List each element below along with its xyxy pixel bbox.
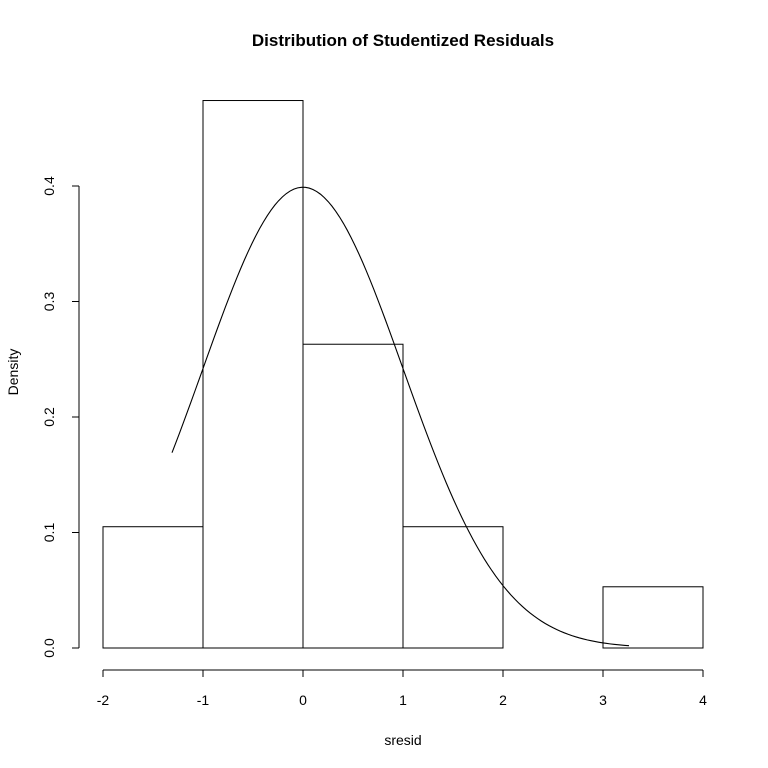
x-tick-label: 1 xyxy=(399,692,407,708)
x-tick-label: 3 xyxy=(599,692,607,708)
histogram-bar-4 xyxy=(402,526,504,649)
density-curve xyxy=(171,186,630,647)
histogram-bar-6 xyxy=(602,586,704,649)
y-tick-label: 0.4 xyxy=(41,176,57,196)
x-tick-label: 0 xyxy=(299,692,307,708)
y-axis: 0.0 0.1 0.2 0.3 0.4 xyxy=(41,176,80,658)
y-axis-label: Density xyxy=(5,349,21,396)
chart-title: Distribution of Studentized Residuals xyxy=(252,31,554,50)
x-axis-label: sresid xyxy=(384,732,421,748)
x-tick-label: 2 xyxy=(499,692,507,708)
x-tick-label: -1 xyxy=(197,692,210,708)
y-tick-label: 0.0 xyxy=(41,638,57,658)
x-axis: -2 -1 0 1 2 3 4 xyxy=(97,669,707,708)
histogram-bar-1 xyxy=(102,526,204,649)
histogram-bar-2 xyxy=(202,100,304,649)
histogram-bar-3 xyxy=(302,343,404,649)
x-tick-label: -2 xyxy=(97,692,110,708)
y-tick-label: 0.3 xyxy=(41,292,57,312)
y-tick-label: 0.2 xyxy=(41,407,57,427)
x-tick-label: 4 xyxy=(699,692,707,708)
y-tick-label: 0.1 xyxy=(41,523,57,543)
histogram-bars xyxy=(102,100,704,649)
